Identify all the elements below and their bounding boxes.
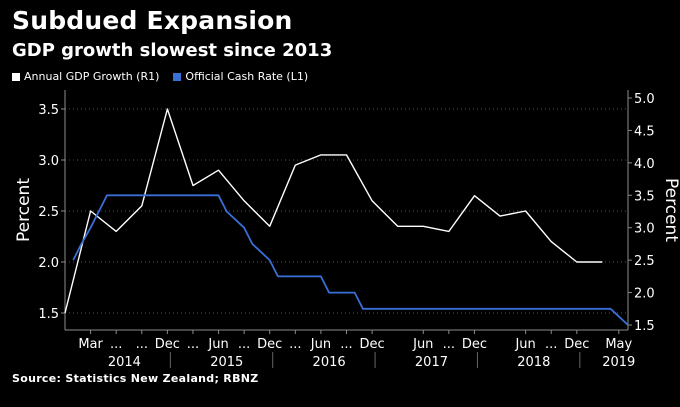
x-tick-label: Mar	[78, 337, 103, 352]
x-tick-label: ...	[443, 337, 455, 352]
left-axis-title: Percent	[14, 178, 34, 242]
legend-swatch-gdp	[12, 72, 20, 81]
x-year-label: 2018	[517, 355, 550, 370]
x-tick-label: ...	[340, 337, 352, 352]
right-tick-label: 4.0	[634, 157, 655, 172]
x-tick-label: Jun	[207, 337, 228, 352]
x-tick-label: Jun	[514, 337, 535, 352]
left-tick-label: 2.0	[38, 256, 59, 271]
legend-label-ocr: Official Cash Rate (L1)	[185, 70, 309, 83]
legend-label-gdp: Annual GDP Growth (R1)	[24, 70, 160, 83]
x-tick-label: ...	[187, 337, 199, 352]
x-tick-label: Dec	[257, 337, 282, 352]
x-tick-label: ...	[238, 337, 250, 352]
x-tick-label: Jun	[310, 337, 331, 352]
x-tick-label: ...	[545, 337, 557, 352]
x-year-label: 2015	[210, 355, 243, 370]
x-year-label: 2014	[108, 355, 141, 370]
right-tick-label: 3.5	[634, 189, 655, 204]
right-tick-label: 4.5	[634, 124, 655, 139]
left-tick-label: 3.5	[38, 103, 59, 118]
right-tick-label: 2.5	[634, 254, 655, 269]
legend-swatch-ocr	[173, 72, 182, 81]
cash-rate-line	[72, 194, 629, 326]
legend-item-ocr: Official Cash Rate (L1)	[173, 70, 308, 83]
x-tick-label: Dec	[155, 337, 180, 352]
x-tick-label: Dec	[462, 337, 487, 352]
x-tick-label: May	[605, 337, 632, 352]
chart-subtitle: GDP growth slowest since 2013	[12, 40, 333, 61]
chart-source: Source: Statistics New Zealand; RBNZ	[12, 372, 259, 385]
x-tick-label: Dec	[360, 337, 385, 352]
right-tick-label: 2.0	[634, 287, 655, 302]
right-tick-label: 1.5	[634, 319, 655, 334]
x-tick-label: ...	[289, 337, 301, 352]
x-year-label: 2017	[415, 355, 448, 370]
legend-item-gdp: Annual GDP Growth (R1)	[12, 70, 159, 83]
x-tick-label: ...	[136, 337, 148, 352]
left-tick-label: 3.0	[38, 154, 59, 169]
right-tick-label: 3.0	[634, 222, 655, 237]
gdp-growth-line	[64, 108, 603, 314]
right-tick-label: 5.0	[634, 92, 655, 107]
legend: Annual GDP Growth (R1) Official Cash Rat…	[12, 70, 308, 83]
chart-title: Subdued Expansion	[12, 6, 293, 35]
x-year-label: 2016	[313, 355, 346, 370]
right-axis-title: Percent	[661, 178, 680, 242]
x-tick-label: Jun	[412, 337, 433, 352]
x-tick-label: ...	[110, 337, 122, 352]
x-tick-label: Dec	[564, 337, 589, 352]
left-tick-label: 1.5	[38, 307, 59, 322]
left-tick-label: 2.5	[38, 205, 59, 220]
x-year-label: 2019	[602, 355, 635, 370]
